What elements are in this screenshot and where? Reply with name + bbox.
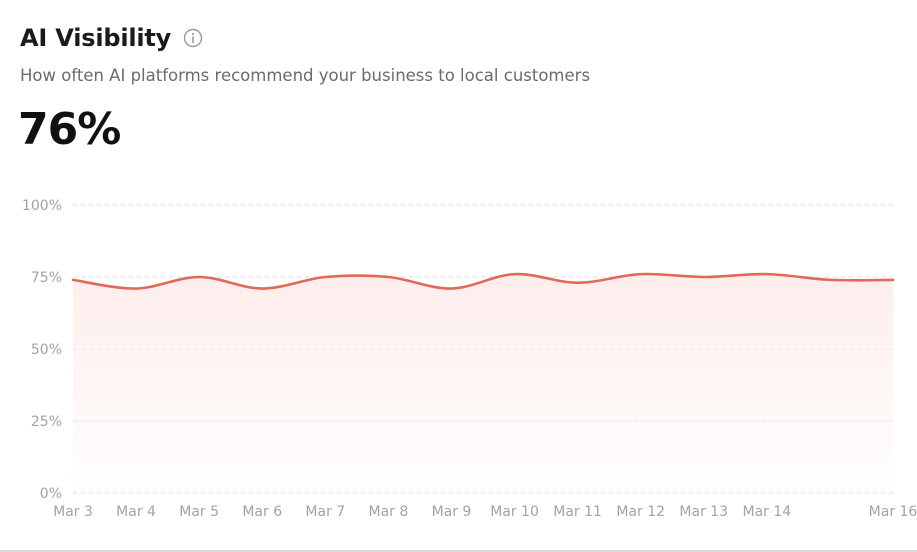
x-tick-label: Mar 5 <box>179 504 219 520</box>
x-tick-label: Mar 4 <box>116 504 156 520</box>
visibility-chart: 0% 25% 50% 75% 100% Mar 3 Mar 4 Mar 5 Mar 6 Mar 7… <box>0 180 917 552</box>
x-tick-label: Mar 7 <box>305 504 345 520</box>
x-tick-label: Mar 8 <box>368 504 408 520</box>
x-tick-label: Mar 14 <box>743 504 792 520</box>
x-tick-label: Mar 11 <box>553 504 602 520</box>
y-tick-label: 50% <box>31 342 62 358</box>
visibility-metric: 76% <box>18 104 121 155</box>
y-tick-label: 25% <box>31 414 62 430</box>
chart-svg: 0% 25% 50% 75% 100% Mar 3 Mar 4 Mar 5 Mar 6 Mar 7… <box>22 198 917 520</box>
x-tick-label: Mar 9 <box>432 504 472 520</box>
title-row: AI Visibility <box>20 24 203 52</box>
visibility-area-fill <box>73 273 893 493</box>
y-tick-label: 75% <box>31 270 62 286</box>
x-tick-label: Mar 13 <box>679 504 728 520</box>
card-subtitle: How often AI platforms recommend your bu… <box>20 66 591 85</box>
y-tick-label: 100% <box>22 198 62 214</box>
x-tick-label: Mar 12 <box>616 504 665 520</box>
y-tick-label: 0% <box>40 486 62 502</box>
bottom-divider <box>0 550 917 552</box>
info-circle-icon[interactable] <box>183 28 203 48</box>
x-tick-label: Mar 3 <box>53 504 93 520</box>
visibility-series-line <box>71 272 895 290</box>
x-tick-label: Mar 16 <box>869 504 917 520</box>
x-tick-label: Mar 10 <box>490 504 539 520</box>
x-tick-label: Mar 6 <box>242 504 282 520</box>
card-title: AI Visibility <box>20 24 172 52</box>
